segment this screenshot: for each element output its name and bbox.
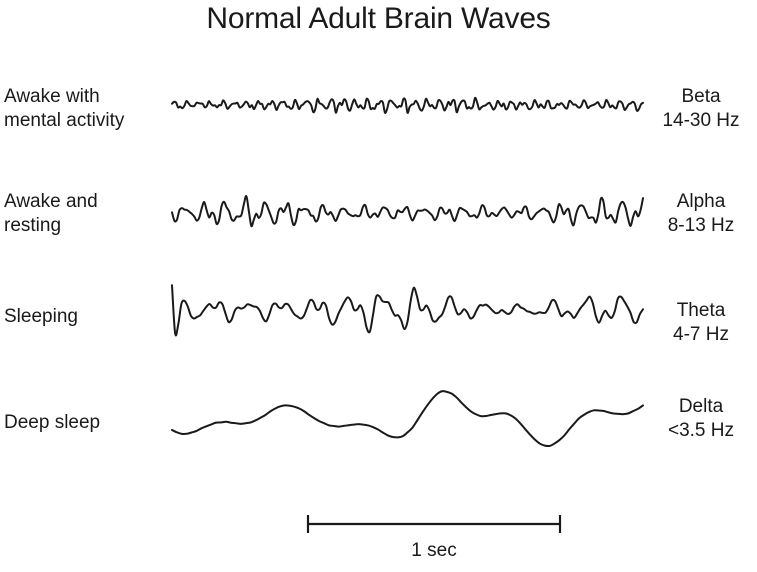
- state-label-delta: Deep sleep: [4, 411, 164, 435]
- time-scale-bar: [306, 515, 562, 533]
- state-label-alpha: Awake and resting: [4, 190, 164, 238]
- band-name-theta: Theta: [676, 300, 726, 321]
- band-label-alpha: Alpha 8-13 Hz: [645, 190, 757, 238]
- band-label-beta: Beta 14-30 Hz: [645, 85, 757, 133]
- band-name-beta: Beta: [681, 86, 721, 107]
- band-freq-delta: <3.5 Hz: [667, 420, 734, 441]
- state-label-theta-line1: Sleeping: [4, 306, 78, 327]
- band-freq-theta: 4-7 Hz: [673, 324, 729, 345]
- scalebar-label: 1 sec: [411, 540, 457, 561]
- state-label-alpha-line1: Awake and: [4, 191, 98, 212]
- state-label-alpha-line2: resting: [4, 215, 62, 236]
- state-label-beta-line1: Awake with: [4, 86, 100, 107]
- waveform-trace-alpha: [171, 195, 644, 228]
- state-label-theta: Sleeping: [4, 305, 164, 329]
- state-label-delta-line1: Deep sleep: [4, 412, 101, 433]
- waveform-trace-delta: [171, 390, 644, 448]
- state-label-beta: Awake with mental activity: [4, 85, 164, 133]
- waveform-trace-beta: [171, 96, 644, 114]
- band-freq-alpha: 8-13 Hz: [667, 215, 735, 236]
- band-name-alpha: Alpha: [676, 191, 726, 212]
- band-name-delta: Delta: [678, 396, 724, 417]
- waveform-trace-theta: [171, 284, 644, 337]
- band-label-theta: Theta 4-7 Hz: [645, 299, 757, 347]
- band-label-delta: Delta <3.5 Hz: [645, 395, 757, 443]
- page-title: Normal Adult Brain Waves: [206, 2, 551, 35]
- state-label-beta-line2: mental activity: [4, 110, 125, 131]
- band-freq-beta: 14-30 Hz: [662, 110, 740, 131]
